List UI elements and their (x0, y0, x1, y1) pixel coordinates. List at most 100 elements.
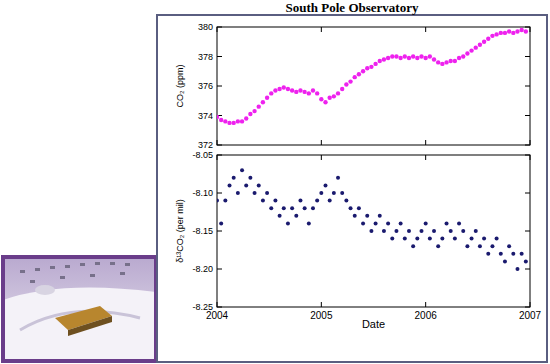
y-tick (217, 231, 222, 232)
data-point (269, 206, 273, 210)
data-point (294, 214, 298, 218)
data-point (407, 229, 411, 233)
y-axis-label: CO₂ (ppm) (175, 65, 185, 108)
data-point (440, 237, 444, 241)
y-tick-label: 378 (198, 52, 213, 62)
data-point (344, 199, 348, 203)
data-point (286, 221, 290, 225)
photo-structure (65, 265, 70, 268)
y-tick-label: 374 (198, 111, 213, 121)
data-point (457, 56, 461, 60)
data-point (227, 121, 231, 125)
x-tick-label: 2004 (206, 310, 229, 321)
photo-structure (125, 263, 130, 266)
data-point (465, 51, 469, 55)
x-tick-label: 2006 (415, 310, 438, 321)
y-tick-label: 380 (198, 22, 213, 32)
photo-structure (60, 276, 65, 279)
data-point (357, 72, 361, 76)
series (217, 28, 528, 125)
data-point (223, 119, 227, 123)
data-point (423, 56, 427, 60)
series (217, 168, 528, 271)
y-tick (217, 193, 222, 194)
data-point (327, 96, 331, 100)
data-point (348, 79, 352, 83)
y-tick (525, 193, 530, 194)
data-point (269, 91, 273, 95)
data-point (390, 54, 394, 58)
outer-frame (157, 15, 547, 362)
data-point (499, 252, 503, 256)
data-point (378, 59, 382, 63)
x-tick (425, 302, 426, 307)
data-point (340, 87, 344, 91)
data-point (382, 57, 386, 61)
data-point (357, 206, 361, 210)
data-point (424, 221, 428, 225)
data-point (374, 221, 378, 225)
data-point (445, 221, 449, 225)
title: South Pole Observatory (286, 0, 419, 15)
data-point (257, 183, 261, 187)
data-point (332, 94, 336, 98)
data-point (470, 237, 474, 241)
data-point (399, 221, 403, 225)
data-point (453, 59, 457, 63)
plot-frame (217, 27, 530, 145)
data-point (298, 88, 302, 92)
data-point (328, 199, 332, 203)
y-tick (525, 86, 530, 87)
data-point (515, 29, 519, 33)
data-point (444, 60, 448, 64)
data-point (236, 191, 240, 195)
photo-structure (20, 270, 25, 273)
y-tick (525, 115, 530, 116)
data-point (319, 191, 323, 195)
y-tick (217, 269, 222, 270)
data-point (315, 91, 319, 95)
data-point (361, 69, 365, 73)
x-tick (321, 302, 322, 307)
data-point (324, 183, 328, 187)
y-tick-label: -8.15 (192, 226, 213, 236)
data-point (469, 48, 473, 52)
data-point (428, 237, 432, 241)
data-point (382, 229, 386, 233)
data-point (453, 237, 457, 241)
y-tick (217, 56, 222, 57)
data-point (524, 29, 528, 33)
data-point (231, 121, 235, 125)
data-point (373, 62, 377, 66)
data-point (474, 229, 478, 233)
data-point (217, 199, 219, 203)
data-point (457, 221, 461, 225)
x-tick (217, 140, 218, 145)
data-point (503, 31, 507, 35)
panel: South Pole Observatory372374376378380CO₂… (175, 0, 530, 150)
data-point (394, 54, 398, 58)
y-tick (217, 307, 222, 308)
data-point (461, 54, 465, 58)
data-point (365, 66, 369, 70)
data-point (240, 168, 244, 172)
x-tick-label: 2007 (519, 310, 542, 321)
data-point (432, 57, 436, 61)
photo-structure (30, 280, 35, 283)
data-point (248, 112, 252, 116)
photo-structure (35, 268, 40, 271)
data-point (503, 259, 507, 263)
data-point (524, 259, 528, 263)
x-tick (321, 155, 322, 160)
data-point (482, 40, 486, 44)
data-point (407, 56, 411, 60)
data-point (311, 88, 315, 92)
photo-snow (3, 288, 156, 362)
data-point (390, 237, 394, 241)
data-point (411, 244, 415, 248)
data-point (386, 56, 390, 60)
data-point (265, 191, 269, 195)
data-point (248, 176, 252, 180)
data-point (474, 45, 478, 49)
data-point (436, 244, 440, 248)
